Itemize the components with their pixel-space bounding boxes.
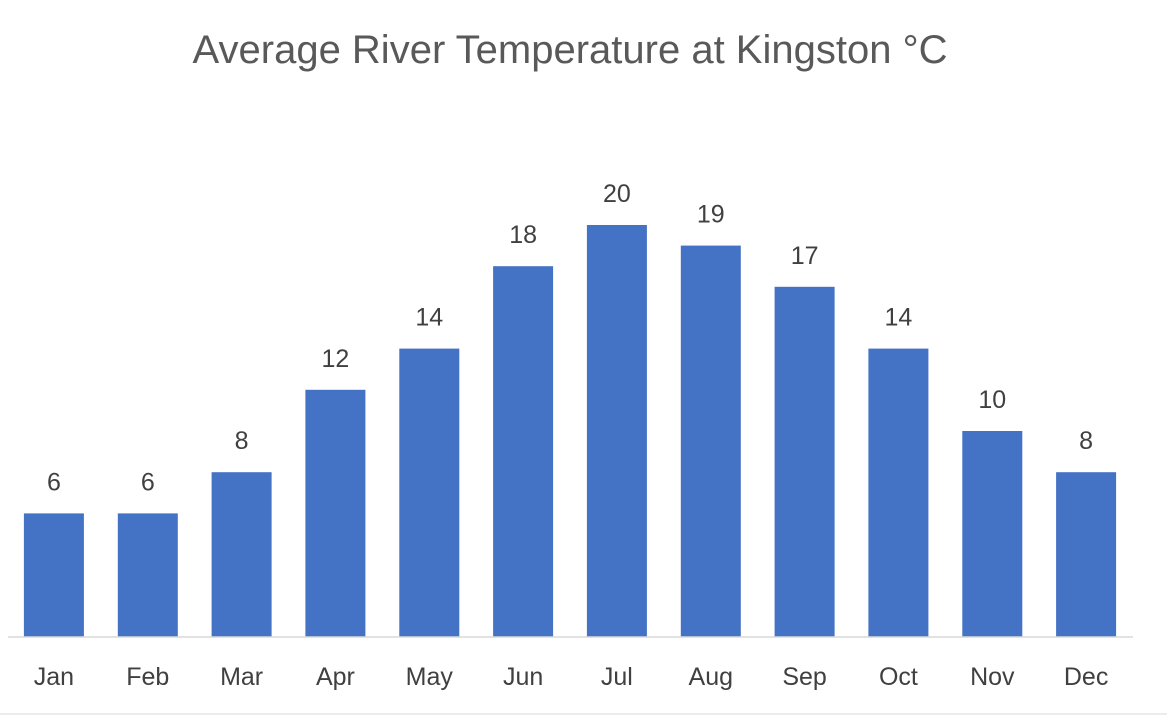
bar-aug [680, 245, 741, 637]
bar-feb [117, 513, 178, 637]
x-tick-label-apr: Apr [316, 663, 355, 691]
bar-jan [23, 513, 84, 637]
bar-dec [1056, 472, 1117, 637]
chart-title: Average River Temperature at Kingston °C [193, 28, 948, 72]
bar-may [399, 348, 460, 637]
x-tick-label-jun: Jun [503, 663, 543, 691]
bar-jul [586, 225, 647, 637]
bar-nov [962, 431, 1023, 637]
x-tick-label-sep: Sep [782, 663, 826, 691]
bar-mar [211, 472, 272, 637]
data-label-jul: 20 [603, 180, 631, 208]
data-label-dec: 8 [1079, 427, 1093, 455]
bars [23, 225, 1117, 637]
data-label-jun: 18 [509, 221, 537, 249]
x-tick-label-nov: Nov [970, 663, 1015, 691]
data-label-jan: 6 [47, 468, 61, 496]
x-tick-label-jul: Jul [601, 663, 633, 691]
x-tick-label-may: May [406, 663, 454, 691]
x-tick-label-aug: Aug [689, 663, 733, 691]
x-tick-label-dec: Dec [1064, 663, 1108, 691]
x-tick-label-jan: Jan [34, 663, 74, 691]
data-label-aug: 19 [697, 201, 725, 229]
x-tick-label-oct: Oct [879, 663, 918, 691]
data-label-mar: 8 [235, 427, 249, 455]
bar-apr [305, 389, 366, 637]
data-label-may: 14 [415, 304, 443, 332]
data-label-apr: 12 [321, 345, 349, 373]
data-labels: 6 6 8 12 14 18 20 19 17 14 10 8 [47, 180, 1093, 496]
data-label-sep: 17 [791, 242, 819, 270]
data-label-oct: 14 [884, 304, 912, 332]
x-tick-label-feb: Feb [126, 663, 169, 691]
x-axis-tick-labels: Jan Feb Mar Apr May Jun Jul Aug Sep Oct Nov Dec [34, 663, 1109, 691]
bar-oct [868, 348, 929, 637]
data-label-nov: 10 [978, 386, 1006, 414]
bar-sep [774, 286, 835, 637]
x-tick-label-mar: Mar [220, 663, 263, 691]
data-label-feb: 6 [141, 468, 155, 496]
bar-jun [493, 266, 554, 637]
